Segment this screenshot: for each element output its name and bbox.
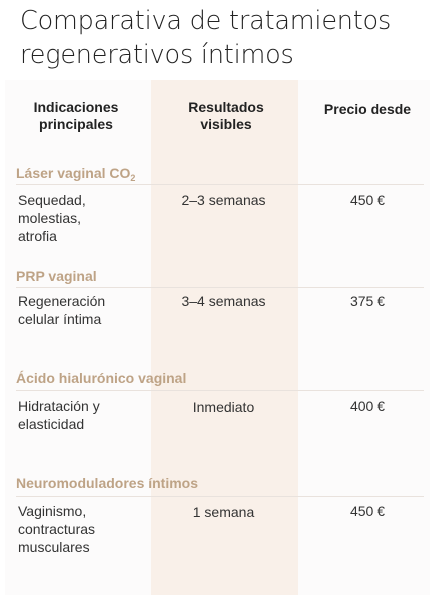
column-header-indications: Indicaciones principales: [33, 99, 119, 132]
row-divider: [16, 184, 424, 185]
treatment-indications: Sequedad, molestias, atrofia: [18, 192, 86, 244]
column-header-price: Precio desde: [323, 101, 412, 117]
page-title: Comparativa de tratamientos regenerativo…: [20, 6, 392, 70]
treatment-results: 2–3 semanas: [181, 192, 266, 208]
treatment-results: 1 semana: [192, 504, 255, 520]
treatment-results: Inmediato: [192, 399, 255, 415]
column-header-results: Resultados visibles: [188, 99, 264, 132]
results-column-highlight: [151, 80, 298, 595]
treatment-results: 3–4 semanas: [181, 293, 266, 309]
treatment-name-neuromodulators: Neuromoduladores íntimos: [16, 475, 199, 491]
treatment-price: 450 €: [349, 192, 386, 208]
treatment-name-hyaluronic: Ácido hialurónico vaginal: [16, 370, 187, 386]
treatment-name-laser: Láser vaginal CO2: [16, 165, 136, 183]
treatment-price: 450 €: [349, 503, 386, 519]
treatment-name-prp: PRP vaginal: [16, 268, 97, 284]
comparison-table: [5, 80, 430, 595]
treatment-price: 400 €: [349, 398, 386, 414]
treatment-price: 375 €: [349, 293, 386, 309]
treatment-indications: Vaginismo, contracturas musculares: [18, 503, 96, 555]
row-divider: [16, 390, 424, 391]
row-divider: [16, 287, 424, 288]
treatment-indications: Hidratación y elasticidad: [18, 398, 100, 432]
treatment-indications: Regeneración celular íntima: [18, 293, 106, 327]
row-divider: [16, 496, 424, 497]
